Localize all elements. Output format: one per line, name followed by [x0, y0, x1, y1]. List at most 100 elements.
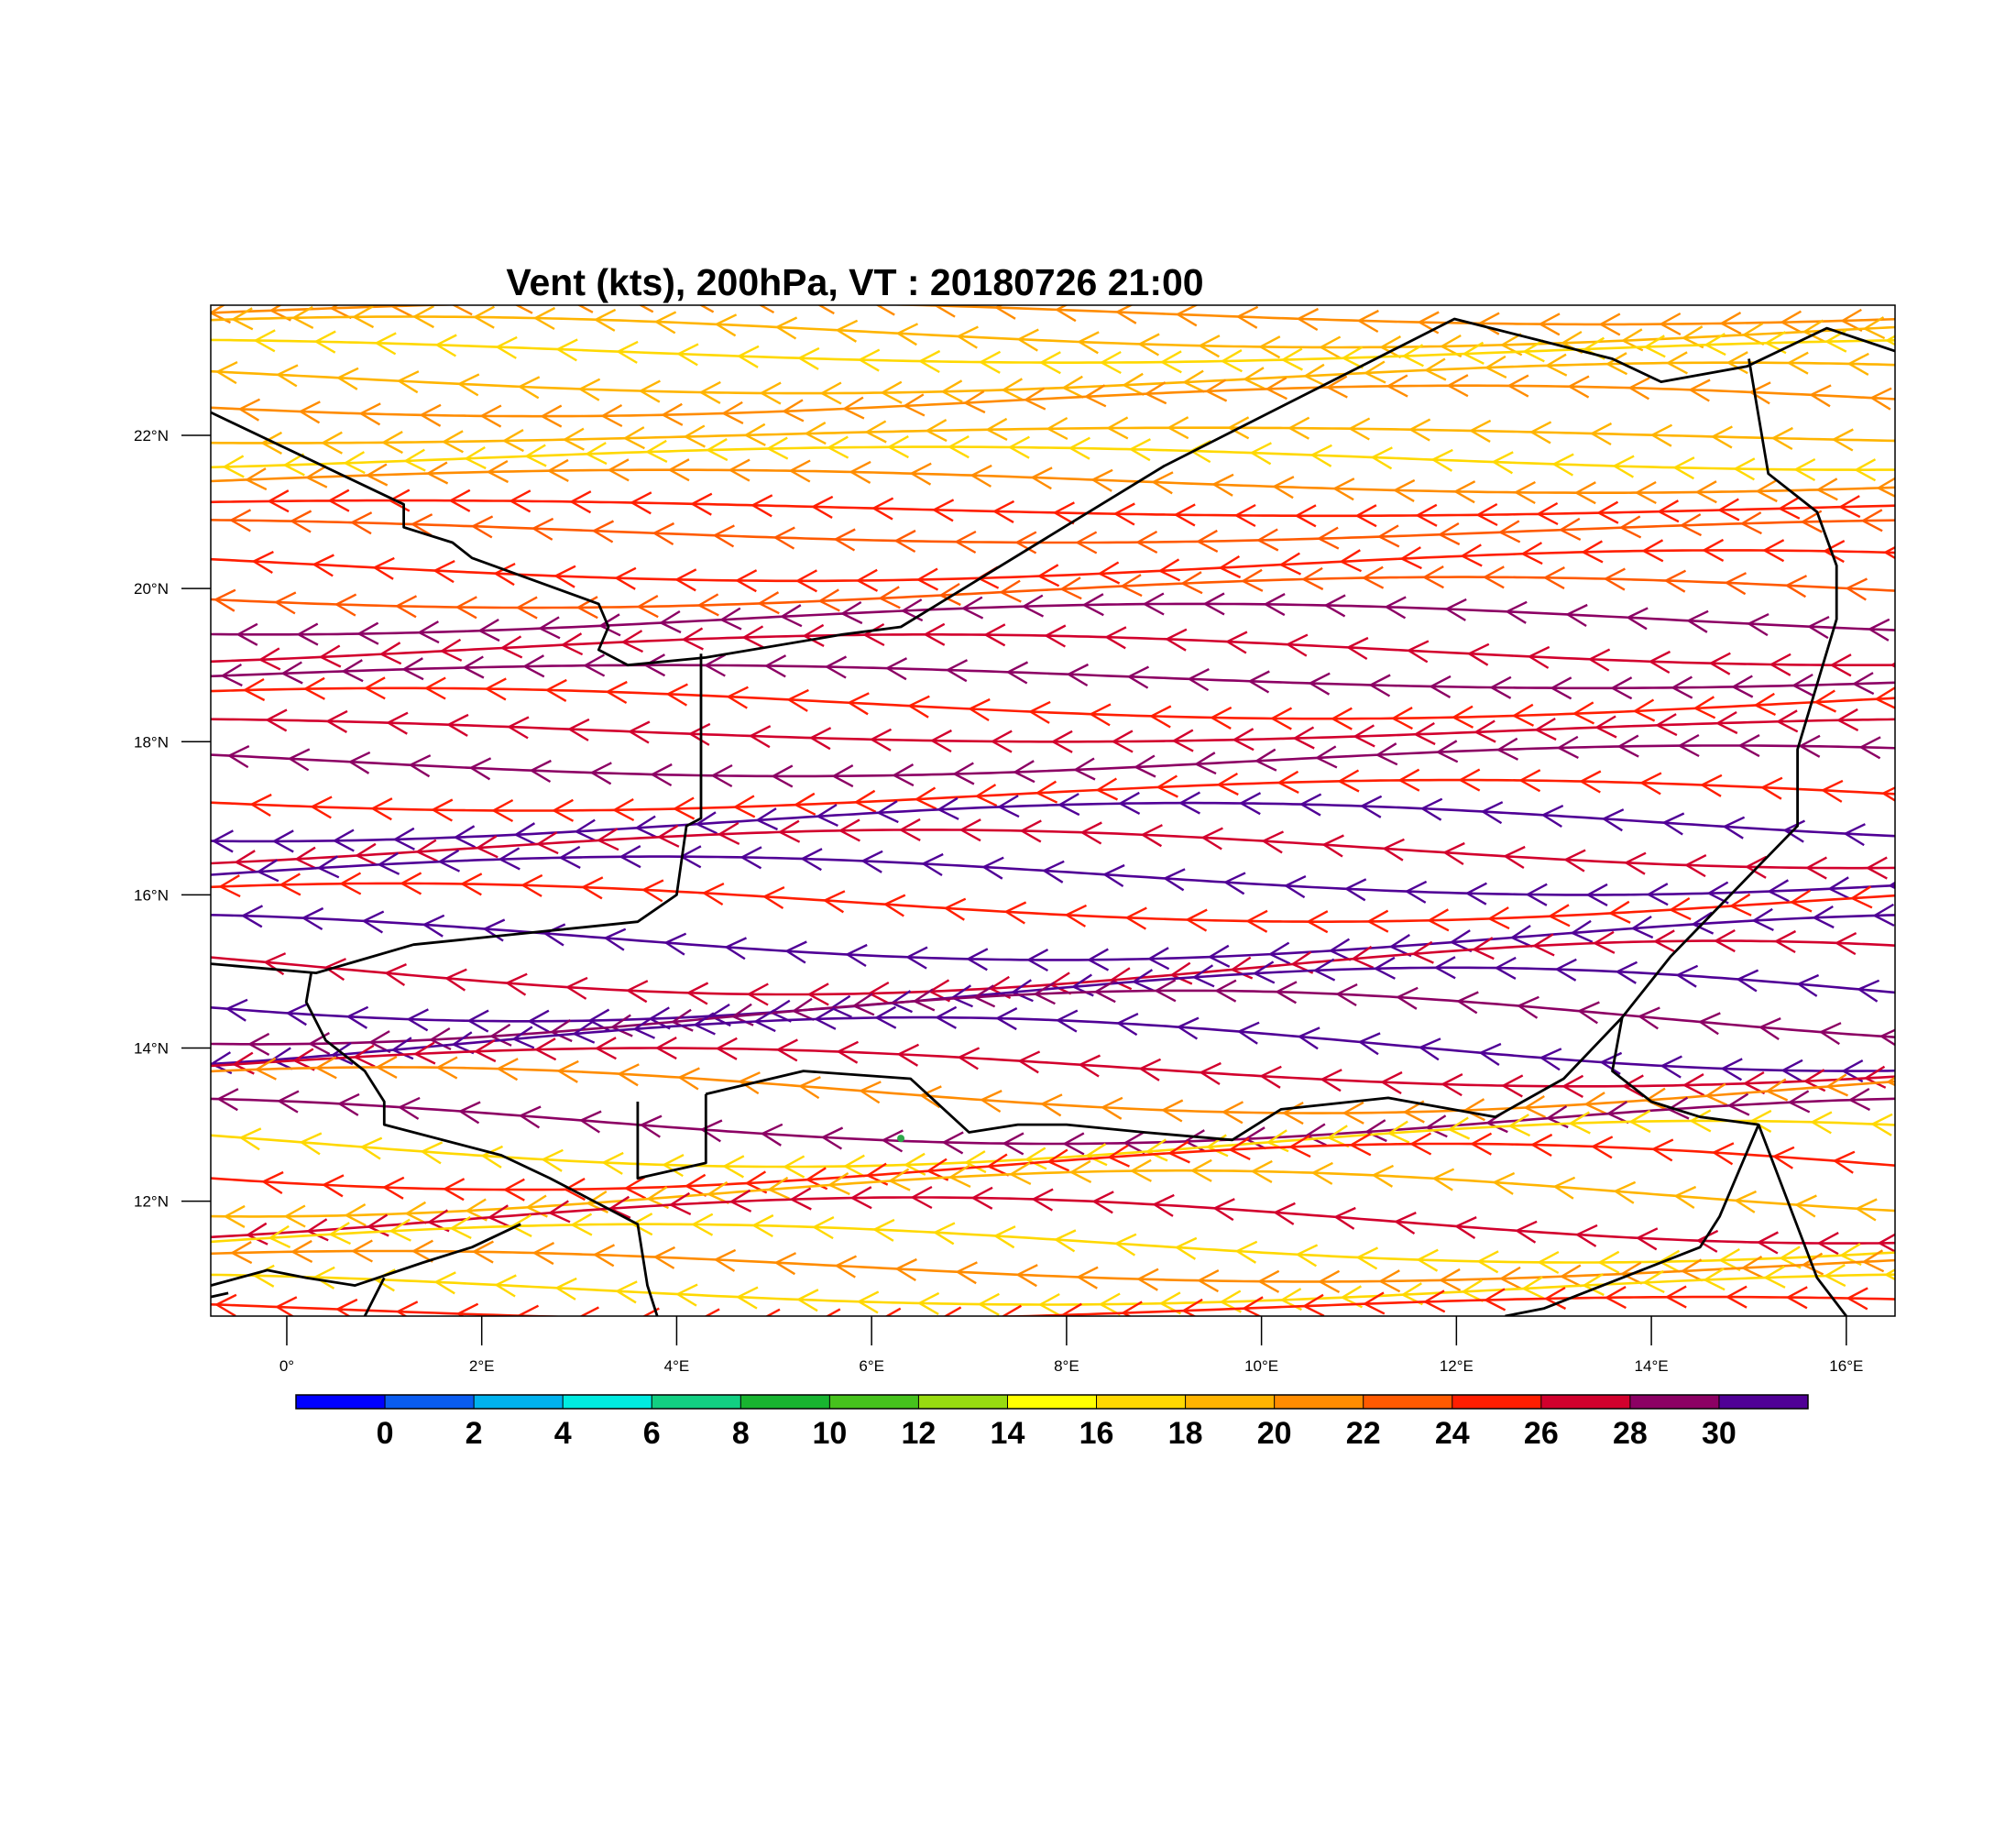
wind-arrow [1770, 426, 1793, 451]
wind-arrow [1477, 312, 1500, 335]
wind-arrow [841, 396, 865, 420]
wind-arrow [1207, 944, 1231, 968]
wind-arrow [513, 822, 537, 846]
wind-arrow [849, 1186, 872, 1210]
wind-arrow [542, 923, 566, 947]
border-line [211, 653, 703, 974]
lon-tick-label: 10°E [1244, 1357, 1278, 1375]
wind-arrow [419, 403, 442, 427]
wind-arrow [1808, 384, 1832, 408]
wind-arrow [1715, 710, 1738, 735]
wind-arrow [650, 763, 673, 787]
wind-arrow [1370, 446, 1393, 470]
wind-arrow [986, 1153, 1010, 1177]
wind-arrow [1093, 980, 1116, 1004]
wind-arrow [1869, 387, 1892, 411]
wind-arrow [1357, 1032, 1381, 1056]
streamline [211, 708, 1895, 753]
wind-arrow [472, 305, 495, 329]
wind-arrow [1337, 769, 1360, 793]
wind-arrow [448, 488, 471, 512]
wind-arrow [1537, 1250, 1560, 1275]
wind-arrow [634, 815, 658, 839]
colorbar-swatch [652, 1395, 741, 1409]
wind-arrow [896, 1043, 920, 1067]
wind-arrow [1804, 856, 1827, 880]
wind-arrow [1876, 477, 1895, 498]
wind-arrow [1156, 774, 1178, 798]
wind-arrow [229, 1241, 253, 1265]
streamline [211, 592, 1895, 646]
plot-frame [210, 304, 1896, 1317]
wind-arrow [1137, 333, 1160, 357]
wind-arrow [1077, 331, 1100, 355]
wind-arrow [804, 422, 827, 445]
wind-arrow [629, 491, 652, 515]
wind-arrow [1298, 793, 1322, 817]
wind-arrow [1598, 313, 1621, 336]
wind-arrow [743, 423, 766, 446]
wind-arrow [1813, 689, 1837, 713]
wind-arrow [1659, 312, 1682, 336]
wind-arrow [302, 676, 325, 700]
colorbar-label: 28 [1613, 1416, 1648, 1451]
wind-arrow [1554, 958, 1577, 982]
wind-arrow [1300, 566, 1324, 591]
wind-arrow [1543, 1286, 1567, 1311]
wind-arrow [501, 429, 524, 453]
wind-arrow [332, 829, 355, 852]
wind-arrow [1865, 856, 1888, 880]
wind-arrow [562, 427, 585, 451]
wind-arrow [1204, 379, 1228, 402]
wind-arrow [231, 307, 254, 331]
wind-arrow [1812, 905, 1835, 929]
wind-arrow [836, 1040, 860, 1064]
wind-arrow [1761, 539, 1785, 563]
wind-arrow [1012, 760, 1035, 784]
wind-arrow [365, 463, 389, 487]
wind-arrow [845, 943, 868, 968]
wind-arrow [1574, 1224, 1598, 1247]
wind-arrow [932, 1222, 956, 1246]
wind-arrow [1272, 476, 1295, 499]
wind-arrow [1386, 1120, 1410, 1144]
wind-arrow [1486, 906, 1510, 930]
wind-arrow [1326, 1125, 1350, 1148]
wind-arrow [1115, 1013, 1139, 1037]
wind-arrow [1444, 598, 1467, 621]
wind-arrow [1460, 543, 1483, 567]
wind-arrow [1429, 675, 1452, 698]
wind-arrow [1834, 932, 1857, 956]
wind-arrow [578, 1110, 602, 1134]
wind-arrow [1872, 903, 1895, 927]
wind-arrow [274, 1296, 298, 1316]
wind-arrow [1007, 435, 1030, 459]
wind-arrow [1416, 1248, 1439, 1272]
wind-arrow [1259, 1065, 1282, 1089]
wind-arrow [314, 1056, 337, 1080]
wind-arrow [593, 308, 617, 332]
wind-arrow [717, 821, 740, 845]
wind-arrow [1312, 958, 1336, 982]
wind-streamlines [211, 305, 1895, 1316]
wind-arrow [838, 818, 860, 842]
wind-arrow [498, 847, 520, 871]
wind-arrow [1041, 860, 1065, 884]
wind-arrow [1886, 1076, 1895, 1087]
wind-arrow [641, 1307, 660, 1316]
wind-arrow [839, 600, 863, 625]
wind-arrow [1095, 777, 1119, 801]
wind-arrow [652, 521, 675, 546]
wind-arrow [359, 1136, 383, 1160]
wind-arrow [654, 1037, 677, 1060]
wind-arrow [1581, 540, 1604, 564]
wind-arrow [945, 659, 969, 683]
wind-arrow [1704, 1082, 1728, 1106]
wind-arrow [1200, 827, 1223, 851]
colorbar-label: 18 [1168, 1416, 1203, 1451]
wind-arrow [1331, 477, 1355, 501]
wind-arrow [892, 763, 915, 787]
wind-arrow [667, 458, 690, 482]
wind-arrow [1010, 979, 1034, 1003]
wind-arrow [356, 621, 379, 645]
